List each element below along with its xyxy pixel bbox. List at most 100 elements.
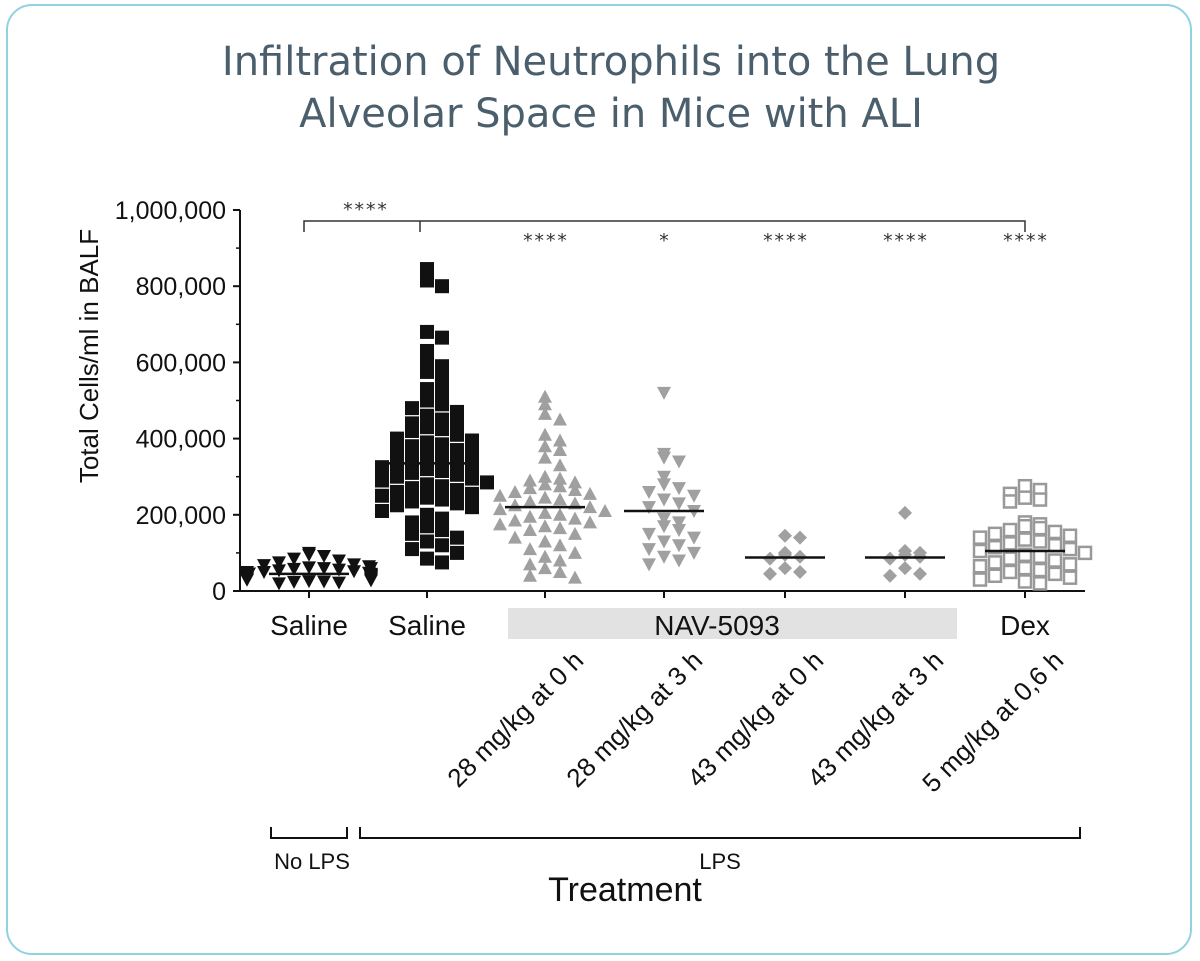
data-point bbox=[420, 448, 434, 463]
data-point bbox=[553, 479, 567, 493]
data-point bbox=[272, 556, 286, 570]
data-point bbox=[390, 469, 404, 484]
data-point bbox=[1032, 549, 1048, 564]
data-point bbox=[435, 397, 449, 412]
data-point bbox=[420, 273, 434, 288]
data-point bbox=[465, 471, 479, 486]
data-point bbox=[657, 520, 671, 534]
y-tick-label: 600,000 bbox=[136, 349, 226, 377]
data-point bbox=[465, 458, 479, 473]
data-point bbox=[405, 439, 419, 454]
data-point bbox=[538, 477, 552, 491]
data-point bbox=[538, 505, 552, 519]
data-point bbox=[508, 513, 522, 527]
data-point bbox=[1002, 564, 1018, 580]
data-point bbox=[480, 475, 494, 490]
nav5093-band bbox=[508, 608, 957, 639]
data-point bbox=[778, 561, 792, 576]
data-point bbox=[523, 542, 537, 556]
data-point bbox=[1032, 562, 1048, 578]
data-point bbox=[568, 526, 582, 540]
data-point bbox=[420, 551, 434, 566]
data-point bbox=[553, 564, 567, 578]
y-tick-label: 400,000 bbox=[136, 426, 226, 454]
data-point bbox=[450, 404, 464, 419]
data-point bbox=[523, 494, 537, 508]
data-point bbox=[405, 515, 419, 530]
group-label: Saline bbox=[270, 610, 348, 641]
data-point bbox=[672, 539, 686, 553]
data-point bbox=[420, 519, 434, 534]
data-point bbox=[287, 562, 301, 576]
group-label: NAV-5093 bbox=[654, 610, 780, 641]
data-point bbox=[420, 507, 434, 522]
data-point bbox=[302, 561, 316, 575]
data-point bbox=[435, 437, 449, 452]
data-point bbox=[778, 528, 792, 543]
data-point bbox=[553, 412, 567, 426]
data-point bbox=[657, 470, 671, 484]
data-point bbox=[508, 484, 522, 498]
data-point bbox=[364, 562, 378, 576]
data-point bbox=[553, 553, 567, 567]
data-point bbox=[672, 455, 686, 469]
data-point bbox=[538, 519, 552, 533]
data-point bbox=[538, 397, 552, 411]
y-tick-label: 0 bbox=[212, 578, 226, 606]
data-point bbox=[420, 420, 434, 435]
data-point bbox=[568, 475, 582, 489]
data-point bbox=[642, 501, 656, 515]
data-point bbox=[420, 534, 434, 549]
data-point bbox=[435, 555, 449, 570]
data-point bbox=[553, 538, 567, 552]
data-point bbox=[1017, 518, 1033, 534]
data-point bbox=[272, 577, 286, 591]
y-tick-label: 1,000,000 bbox=[115, 197, 226, 225]
data-point bbox=[450, 483, 464, 498]
bracket-significance-label: **** bbox=[342, 199, 388, 221]
data-point bbox=[465, 486, 479, 501]
data-point bbox=[450, 496, 464, 511]
y-tick-label: 800,000 bbox=[136, 273, 226, 301]
data-point bbox=[364, 569, 378, 583]
data-point bbox=[657, 386, 671, 400]
data-point bbox=[642, 485, 656, 499]
data-point bbox=[538, 450, 552, 464]
data-point bbox=[553, 507, 567, 521]
data-point bbox=[553, 492, 567, 506]
data-point bbox=[672, 554, 686, 568]
data-point bbox=[538, 549, 552, 563]
data-point bbox=[287, 552, 301, 566]
no-lps-label: No LPS bbox=[274, 849, 350, 874]
data-point bbox=[435, 385, 449, 400]
data-point bbox=[420, 364, 434, 379]
data-point bbox=[538, 534, 552, 548]
data-point bbox=[642, 527, 656, 541]
data-point bbox=[763, 566, 777, 581]
data-point bbox=[317, 575, 331, 589]
data-point bbox=[375, 473, 389, 488]
data-point bbox=[240, 573, 254, 587]
data-point bbox=[687, 489, 701, 503]
data-point bbox=[435, 279, 449, 294]
data-point bbox=[538, 469, 552, 483]
data-point bbox=[257, 559, 271, 573]
data-point bbox=[420, 343, 434, 358]
data-point bbox=[435, 450, 449, 465]
data-point bbox=[523, 473, 537, 487]
data-point bbox=[523, 568, 537, 582]
data-point bbox=[583, 515, 597, 529]
data-point bbox=[435, 422, 449, 437]
lps-bracket bbox=[359, 827, 1081, 839]
data-point bbox=[332, 576, 346, 590]
data-point bbox=[420, 393, 434, 408]
data-point bbox=[493, 502, 507, 516]
lps-label: LPS bbox=[699, 849, 741, 874]
data-point bbox=[642, 543, 656, 557]
data-point bbox=[465, 500, 479, 515]
data-point bbox=[272, 564, 286, 578]
data-point bbox=[332, 554, 346, 568]
data-point bbox=[583, 486, 597, 500]
data-point bbox=[1062, 541, 1078, 557]
